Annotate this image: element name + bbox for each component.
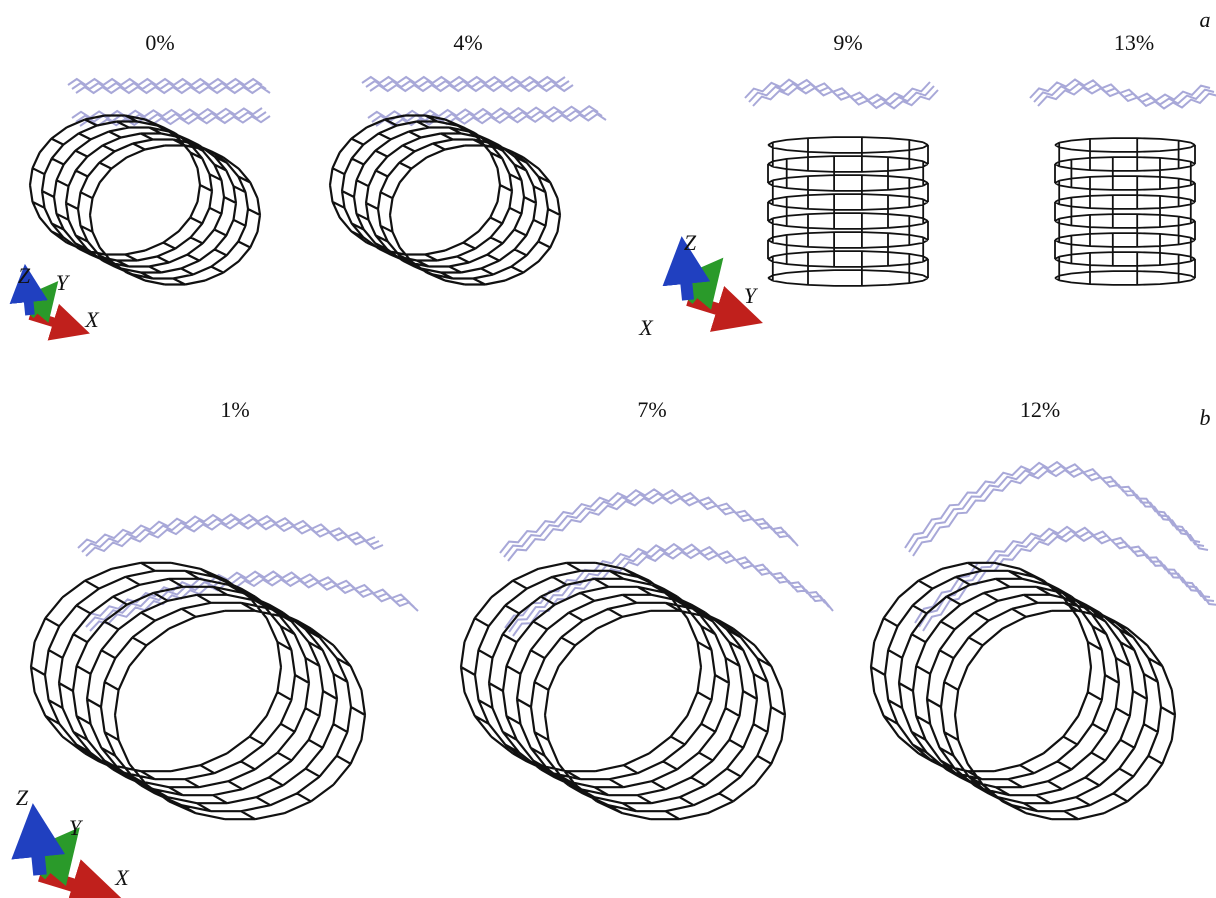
graphene-sheet bbox=[362, 77, 573, 91]
figure: a 0% 4% 9% 13% Z Y X Z Y X b 1% 7% 12% Z… bbox=[0, 0, 1216, 898]
frame-label: 9% bbox=[833, 30, 862, 55]
graphene-sheet bbox=[1030, 80, 1216, 109]
frame-label: 4% bbox=[453, 30, 482, 55]
axis-label: Z bbox=[16, 785, 29, 810]
panel-letter: a bbox=[1200, 7, 1211, 32]
panel-letter: b bbox=[1200, 405, 1211, 430]
axis-label: Z bbox=[18, 263, 31, 288]
axis-arrow bbox=[684, 260, 688, 300]
axis-label: Y bbox=[69, 815, 84, 840]
frame-label: 0% bbox=[145, 30, 174, 55]
frame-label: 1% bbox=[220, 397, 249, 422]
graphene-sheet bbox=[68, 79, 270, 93]
graphene-sheet bbox=[78, 515, 383, 557]
structures bbox=[27, 77, 1216, 893]
axis-label: Z bbox=[684, 230, 697, 255]
axis-label: X bbox=[638, 315, 654, 340]
axis-arrow bbox=[36, 830, 41, 875]
axis-arrow bbox=[30, 315, 72, 328]
axis-label: X bbox=[114, 865, 130, 890]
axis-label: Y bbox=[56, 270, 71, 295]
axis-arrow bbox=[688, 300, 740, 316]
nanotube bbox=[871, 563, 1175, 819]
graphene-sheet bbox=[745, 80, 938, 109]
nanotube bbox=[768, 137, 928, 286]
frame-label: 12% bbox=[1020, 397, 1060, 422]
frame-label: 7% bbox=[637, 397, 666, 422]
graphene-sheet bbox=[905, 462, 1208, 556]
frame-label: 13% bbox=[1114, 30, 1154, 55]
axis-label: X bbox=[84, 307, 100, 332]
nanotube bbox=[30, 116, 260, 285]
nanotube bbox=[461, 563, 785, 819]
axis-arrow bbox=[40, 875, 99, 893]
nanotube bbox=[330, 116, 560, 285]
nanotube bbox=[1055, 138, 1195, 285]
nanotube bbox=[31, 563, 365, 819]
axis-label: Y bbox=[744, 283, 759, 308]
